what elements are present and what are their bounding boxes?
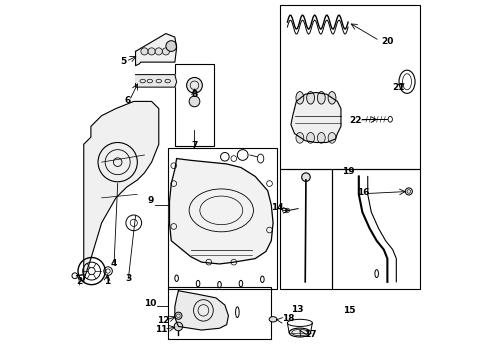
Polygon shape <box>135 75 176 87</box>
Text: 11: 11 <box>155 325 167 334</box>
Circle shape <box>175 312 182 319</box>
Text: 2: 2 <box>76 276 82 285</box>
Text: 7: 7 <box>191 141 197 150</box>
Bar <box>280 169 331 289</box>
Text: 6: 6 <box>124 96 130 105</box>
Circle shape <box>186 77 202 93</box>
Ellipse shape <box>306 132 314 143</box>
Text: 22: 22 <box>349 116 362 125</box>
Text: 8: 8 <box>191 90 197 99</box>
Bar <box>331 169 419 289</box>
Text: 17: 17 <box>304 330 317 339</box>
Circle shape <box>301 173 309 181</box>
Polygon shape <box>169 158 272 264</box>
Text: 9: 9 <box>147 196 153 205</box>
Ellipse shape <box>317 91 325 104</box>
Text: 13: 13 <box>290 305 303 314</box>
Text: 10: 10 <box>144 299 157 308</box>
Text: 12: 12 <box>157 316 169 325</box>
Text: 16: 16 <box>356 188 368 197</box>
Bar <box>280 5 419 169</box>
Text: 18: 18 <box>282 314 294 323</box>
Text: 20: 20 <box>381 37 393 46</box>
Text: 19: 19 <box>342 167 354 176</box>
Text: 5: 5 <box>121 57 126 66</box>
Ellipse shape <box>268 317 276 322</box>
Text: 14: 14 <box>270 203 283 212</box>
Circle shape <box>165 41 176 51</box>
Bar <box>167 148 276 289</box>
Text: 1: 1 <box>103 276 110 285</box>
Polygon shape <box>83 102 159 280</box>
Circle shape <box>162 48 169 55</box>
Circle shape <box>155 48 162 55</box>
Circle shape <box>405 188 411 195</box>
Text: 21: 21 <box>392 83 404 92</box>
Circle shape <box>174 322 183 331</box>
Polygon shape <box>135 33 176 66</box>
Ellipse shape <box>317 132 325 143</box>
Ellipse shape <box>288 328 310 337</box>
Ellipse shape <box>327 91 335 104</box>
Text: 4: 4 <box>111 259 117 268</box>
Circle shape <box>189 96 200 107</box>
Text: 3: 3 <box>125 274 131 283</box>
Polygon shape <box>290 93 340 143</box>
Ellipse shape <box>295 91 303 104</box>
Text: 15: 15 <box>342 306 354 315</box>
Bar <box>175 64 214 146</box>
Ellipse shape <box>306 91 314 104</box>
Circle shape <box>148 48 155 55</box>
Polygon shape <box>175 291 228 330</box>
Bar <box>167 287 271 339</box>
Ellipse shape <box>295 132 303 143</box>
Circle shape <box>141 48 148 55</box>
Ellipse shape <box>327 132 335 143</box>
